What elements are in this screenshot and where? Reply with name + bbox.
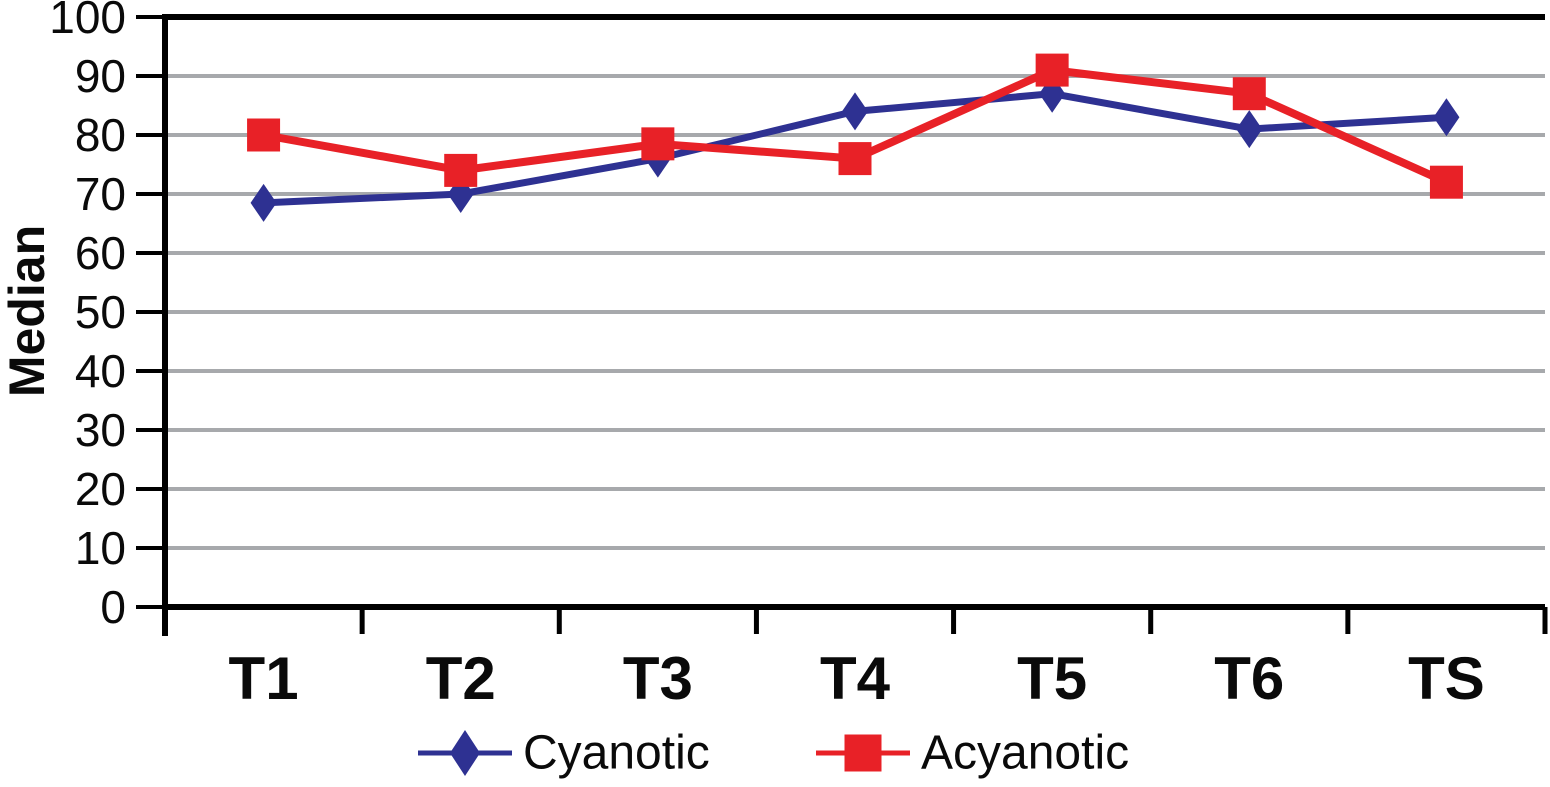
legend-label-acyanotic: Acyanotic: [921, 727, 1129, 780]
square-marker-acyanotic: [247, 118, 281, 152]
y-tick-label: 20: [75, 463, 126, 515]
y-tick-label: 80: [75, 109, 126, 161]
x-category-label: TS: [1408, 645, 1485, 712]
x-category-label: T1: [229, 645, 299, 712]
square-marker-acyanotic: [444, 153, 478, 187]
legend-diamond-icon: [450, 730, 480, 776]
x-category-label: T4: [820, 645, 891, 712]
x-category-label: T6: [1214, 645, 1284, 712]
square-marker-acyanotic: [1429, 165, 1463, 199]
y-tick-label: 60: [75, 227, 126, 279]
y-tick-label: 90: [75, 50, 126, 102]
legend-label-cyanotic: Cyanotic: [523, 727, 710, 780]
y-tick-label: 100: [49, 0, 126, 43]
square-marker-acyanotic: [1232, 77, 1266, 111]
y-tick-label: 30: [75, 404, 126, 456]
diamond-marker-cyanotic: [1236, 110, 1263, 149]
y-tick-label: 0: [100, 581, 126, 633]
x-category-label: T3: [623, 645, 693, 712]
square-marker-acyanotic: [641, 127, 675, 161]
y-tick-label: 70: [75, 168, 126, 220]
diamond-marker-cyanotic: [842, 92, 868, 131]
y-tick-label: 10: [75, 522, 126, 574]
legend-square-icon: [844, 734, 882, 772]
square-marker-acyanotic: [1035, 53, 1069, 87]
y-tick-label: 40: [75, 345, 126, 397]
square-marker-acyanotic: [838, 142, 872, 176]
diamond-marker-cyanotic: [250, 183, 277, 222]
y-tick-label: 50: [75, 286, 126, 338]
diamond-marker-cyanotic: [1433, 98, 1460, 137]
y-axis-title: Median: [0, 224, 55, 398]
x-category-label: T5: [1017, 645, 1087, 712]
x-category-label: T2: [426, 645, 496, 712]
